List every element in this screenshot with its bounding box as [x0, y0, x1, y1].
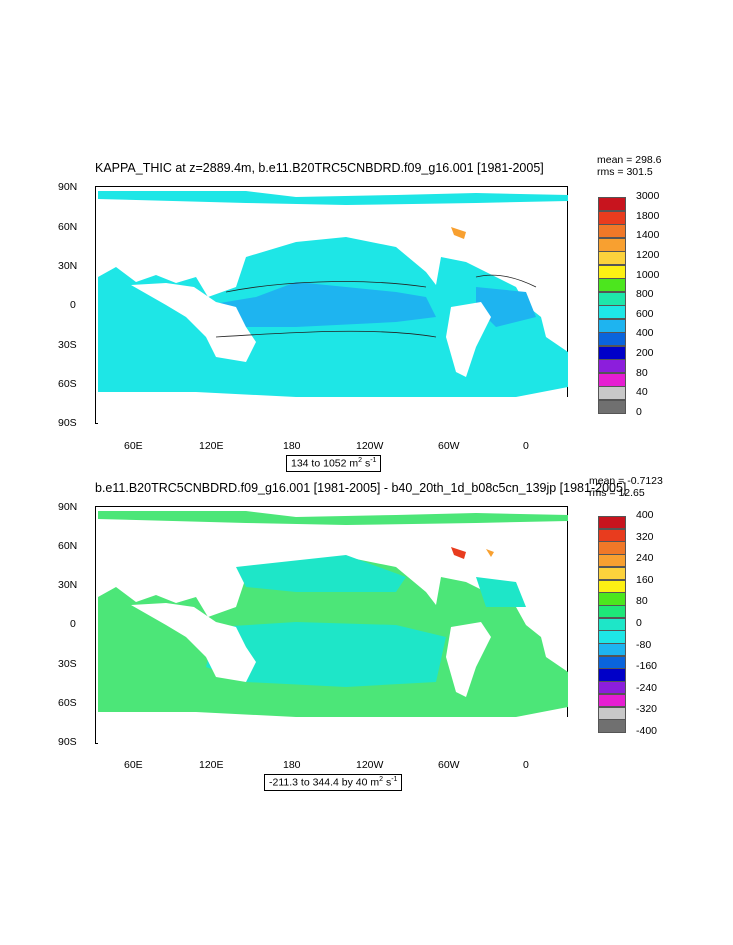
colorbar-label: 160 [636, 573, 654, 586]
lat-label: 60S [58, 378, 77, 390]
lon-label: 0 [523, 759, 529, 771]
colorbar-swatch [598, 224, 626, 239]
colorbar-label: 0 [636, 617, 642, 629]
lon-label: 120W [356, 440, 384, 452]
colorbar-label: 3000 [636, 190, 660, 202]
lat-label: 90S [58, 417, 77, 429]
colorbar-label: 1200 [636, 248, 660, 261]
lon-label: 120E [199, 440, 224, 452]
colorbar-label: 1400 [636, 229, 660, 242]
colorbar-swatch [598, 668, 626, 682]
lat-label: 60S [58, 697, 77, 709]
colorbar-swatch [598, 372, 626, 387]
colorbar-label: 200 [636, 347, 654, 360]
colorbar-swatch [598, 345, 626, 360]
colorbar-label: 600 [636, 307, 654, 320]
colorbar-swatch [598, 579, 626, 593]
colorbar-swatch [598, 278, 626, 293]
colorbar-label: 320 [636, 530, 654, 543]
colorbar-swatch [598, 251, 626, 266]
lon-label: 180 [283, 440, 301, 452]
panel-1-ocean-field [98, 191, 568, 425]
colorbar-label: 1800 [636, 209, 660, 222]
panel-1-map [95, 186, 568, 425]
lat-label: 30S [58, 339, 77, 351]
colorbar-swatch [598, 386, 626, 401]
colorbar-label: -320 [636, 703, 658, 716]
panel-2-ocean-field [98, 511, 568, 745]
colorbar-label: 80 [636, 595, 648, 608]
lon-label: 60W [438, 759, 460, 771]
lon-label: 120W [356, 759, 384, 771]
colorbar-swatch [598, 359, 626, 374]
panel-2-rms: rms = 12.65 [589, 487, 645, 499]
colorbar-swatch [598, 516, 626, 530]
colorbar-label: 800 [636, 288, 654, 301]
lon-label: 120E [199, 759, 224, 771]
lat-label: 90N [58, 501, 78, 513]
colorbar-label: 80 [636, 366, 648, 379]
panel-1-stats: mean = 298.6 rms = 301.5 [597, 154, 662, 178]
lat-label: 30N [58, 260, 78, 272]
panel-2-mean: mean = -0.7123 [589, 475, 663, 487]
lon-label: 0 [523, 440, 529, 452]
colorbar-swatch [598, 264, 626, 279]
panel-2-stats: mean = -0.7123 rms = 12.65 [589, 475, 663, 499]
colorbar-swatch [598, 528, 626, 542]
colorbar-swatch [598, 554, 626, 568]
lat-label: 60N [58, 540, 78, 552]
lat-label: 30S [58, 658, 77, 670]
lat-label: 90S [58, 736, 77, 748]
colorbar-label: -160 [636, 660, 658, 673]
panel-2-map [95, 506, 568, 745]
panel-1-mean: mean = 298.6 [597, 154, 662, 166]
colorbar-swatch [598, 541, 626, 555]
colorbar-swatch [598, 197, 626, 212]
colorbar-swatch [598, 719, 626, 733]
colorbar-swatch [598, 681, 626, 695]
colorbar-label: -400 [636, 725, 658, 737]
lon-label: 60E [124, 440, 143, 452]
lat-label: 0 [70, 618, 76, 630]
lon-label: 60E [124, 759, 143, 771]
colorbar-swatch [598, 655, 626, 670]
lon-label: 60W [438, 440, 460, 452]
panel-2-title: b.e11.B20TRC5CNBDRD.f09_g16.001 [1981-20… [95, 481, 627, 495]
panel-2-range-label: -211.3 to 344.4 by 40 m2 s-1 [264, 774, 403, 791]
colorbar-label: 400 [636, 327, 654, 340]
panel-1-rms: rms = 301.5 [597, 166, 653, 178]
lat-label: 30N [58, 579, 78, 591]
colorbar-swatch [598, 693, 626, 708]
lat-label: 60N [58, 221, 78, 233]
colorbar-swatch [598, 604, 626, 619]
colorbar-label: -80 [636, 638, 652, 651]
colorbar-swatch [598, 706, 626, 720]
lon-label: 180 [283, 759, 301, 771]
colorbar-swatch [598, 332, 626, 347]
colorbar-swatch [598, 210, 626, 225]
colorbar-swatch [598, 566, 626, 581]
lat-label: 0 [70, 299, 76, 311]
colorbar-swatch [598, 592, 626, 606]
colorbar-label: 240 [636, 552, 654, 565]
colorbar-label: 40 [636, 386, 648, 399]
colorbar-swatch [598, 305, 626, 320]
colorbar-swatch [598, 399, 626, 414]
colorbar-label: 400 [636, 509, 654, 521]
colorbar-swatch [598, 291, 626, 306]
panel-1-range-label: 134 to 1052 m2 s-1 [286, 455, 382, 472]
colorbar-swatch [598, 318, 626, 333]
colorbar-label: -240 [636, 681, 658, 694]
lat-label: 90N [58, 181, 78, 193]
colorbar-label: 0 [636, 406, 642, 418]
colorbar-swatch [598, 630, 626, 644]
colorbar-swatch [598, 237, 626, 252]
panel-1-title: KAPPA_THIC at z=2889.4m, b.e11.B20TRC5CN… [95, 161, 544, 175]
colorbar-swatch [598, 643, 626, 657]
colorbar-label: 1000 [636, 268, 660, 281]
colorbar-swatch [598, 617, 626, 631]
